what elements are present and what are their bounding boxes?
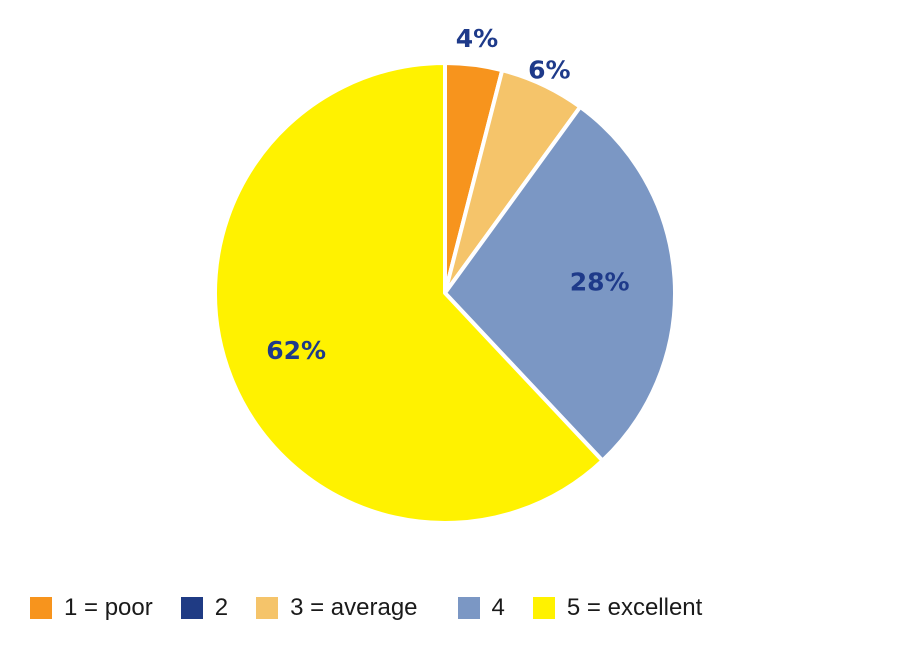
- slices-layer: [213, 61, 677, 525]
- legend-label-1-poor: 1 = poor: [64, 594, 153, 621]
- legend-swatch-2: [180, 597, 203, 619]
- legend-item-1-poor: 1 = poor: [30, 594, 153, 622]
- legend-label-5-excellent: 5 = excellent: [566, 594, 703, 621]
- legend-item-5-excellent: 5 = excellent: [532, 594, 703, 622]
- data-label-5-excellent: 62%: [266, 336, 326, 365]
- legend: 1 = poor 2 3 = average 4 5 = excellent: [30, 592, 870, 624]
- pie-slice-4: [443, 104, 677, 463]
- legend-swatch-4: [457, 597, 480, 619]
- data-label-3-average: 6%: [528, 55, 570, 84]
- legend-swatch-1-poor: [30, 597, 52, 619]
- legend-swatch-5-excellent: [532, 597, 555, 619]
- data-label-1-poor: 4%: [456, 24, 498, 53]
- pie-slice-5-excellent: [213, 61, 605, 525]
- legend-swatch-3-average: [256, 597, 279, 619]
- legend-label-4: 4: [491, 594, 505, 621]
- labels-layer: 4% 6% 28% 62%: [266, 24, 629, 365]
- pie-chart-canvas: 4% 6% 28% 62%: [213, 24, 677, 525]
- legend-item-3-average: 3 = average: [256, 594, 418, 622]
- legend-item-2: 2: [180, 594, 229, 622]
- data-label-4: 28%: [570, 267, 630, 296]
- legend-label-2: 2: [214, 594, 229, 621]
- legend-label-3-average: 3 = average: [290, 594, 418, 621]
- legend-item-4: 4: [457, 594, 505, 622]
